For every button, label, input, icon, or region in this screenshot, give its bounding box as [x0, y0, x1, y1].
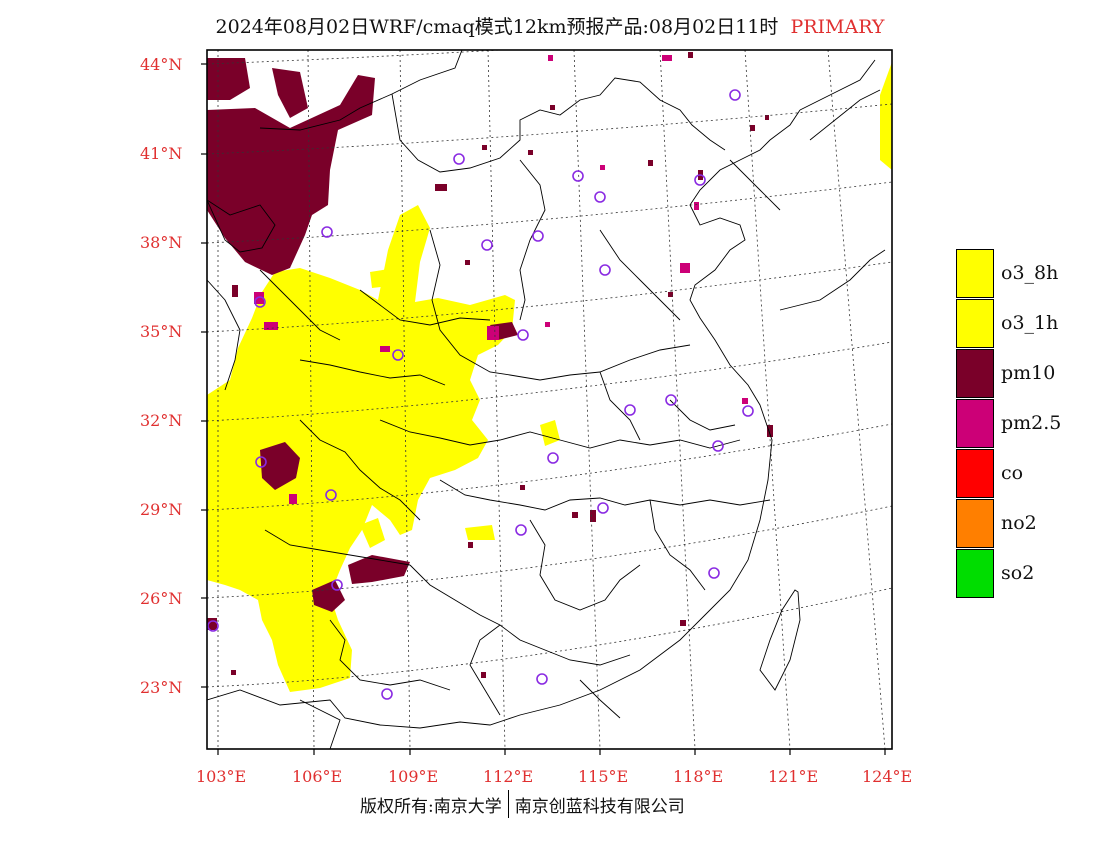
pm25-region — [254, 263, 690, 504]
footer-right: 南京创蓝科技有限公司 — [514, 796, 685, 817]
footer-divider — [507, 790, 509, 818]
lat-label-26: 26°N — [140, 589, 183, 608]
legend-label: no2 — [1001, 512, 1037, 534]
legend-swatch — [956, 549, 994, 598]
legend-label: o3_1h — [1001, 312, 1059, 334]
legend-swatch — [956, 299, 994, 348]
lon-label-118: 118°E — [673, 767, 724, 786]
lat-label-32: 32°N — [140, 411, 183, 430]
map-frame — [206, 49, 893, 750]
lat-label-44: 44°N — [140, 55, 183, 74]
legend-label: co — [1001, 462, 1024, 484]
lon-label-115: 115°E — [578, 767, 629, 786]
legend-swatch — [956, 349, 994, 398]
legend-label: so2 — [1001, 562, 1035, 584]
legend-swatch — [956, 249, 994, 298]
copyright-footer: 版权所有:南京大学 南京创蓝科技有限公司 — [360, 790, 685, 818]
lon-label-109: 109°E — [388, 767, 439, 786]
lat-label-29: 29°N — [140, 500, 183, 519]
pm10-region — [207, 58, 518, 612]
legend-label: pm10 — [1001, 362, 1056, 384]
legend-label: pm2.5 — [1001, 412, 1062, 434]
legend-swatch — [956, 399, 994, 448]
legend-swatch — [956, 499, 994, 548]
lat-label-38: 38°N — [140, 233, 183, 252]
lon-label-106: 106°E — [292, 767, 343, 786]
lat-label-23: 23°N — [140, 678, 183, 697]
graticule — [207, 50, 892, 749]
title-main: 2024年08月02日WRF/cmaq模式12km预报产品:08月02日11时 — [215, 16, 779, 38]
station-markers — [207, 89, 754, 700]
map-title: 2024年08月02日WRF/cmaq模式12km预报产品:08月02日11时 P… — [0, 12, 1100, 39]
lat-label-41: 41°N — [140, 144, 183, 163]
o3-region — [207, 62, 892, 692]
lon-label-124: 124°E — [862, 767, 913, 786]
lon-label-121: 121°E — [768, 767, 819, 786]
legend-swatch — [956, 449, 994, 498]
legend-label: o3_8h — [1001, 262, 1059, 284]
title-tag: PRIMARY — [790, 16, 885, 38]
lon-label-103: 103°E — [196, 767, 247, 786]
lon-label-112: 112°E — [483, 767, 534, 786]
tick-marks — [201, 63, 886, 755]
boundary-lines — [207, 50, 886, 749]
footer-left: 版权所有:南京大学 — [360, 796, 502, 817]
lat-label-35: 35°N — [140, 322, 183, 341]
